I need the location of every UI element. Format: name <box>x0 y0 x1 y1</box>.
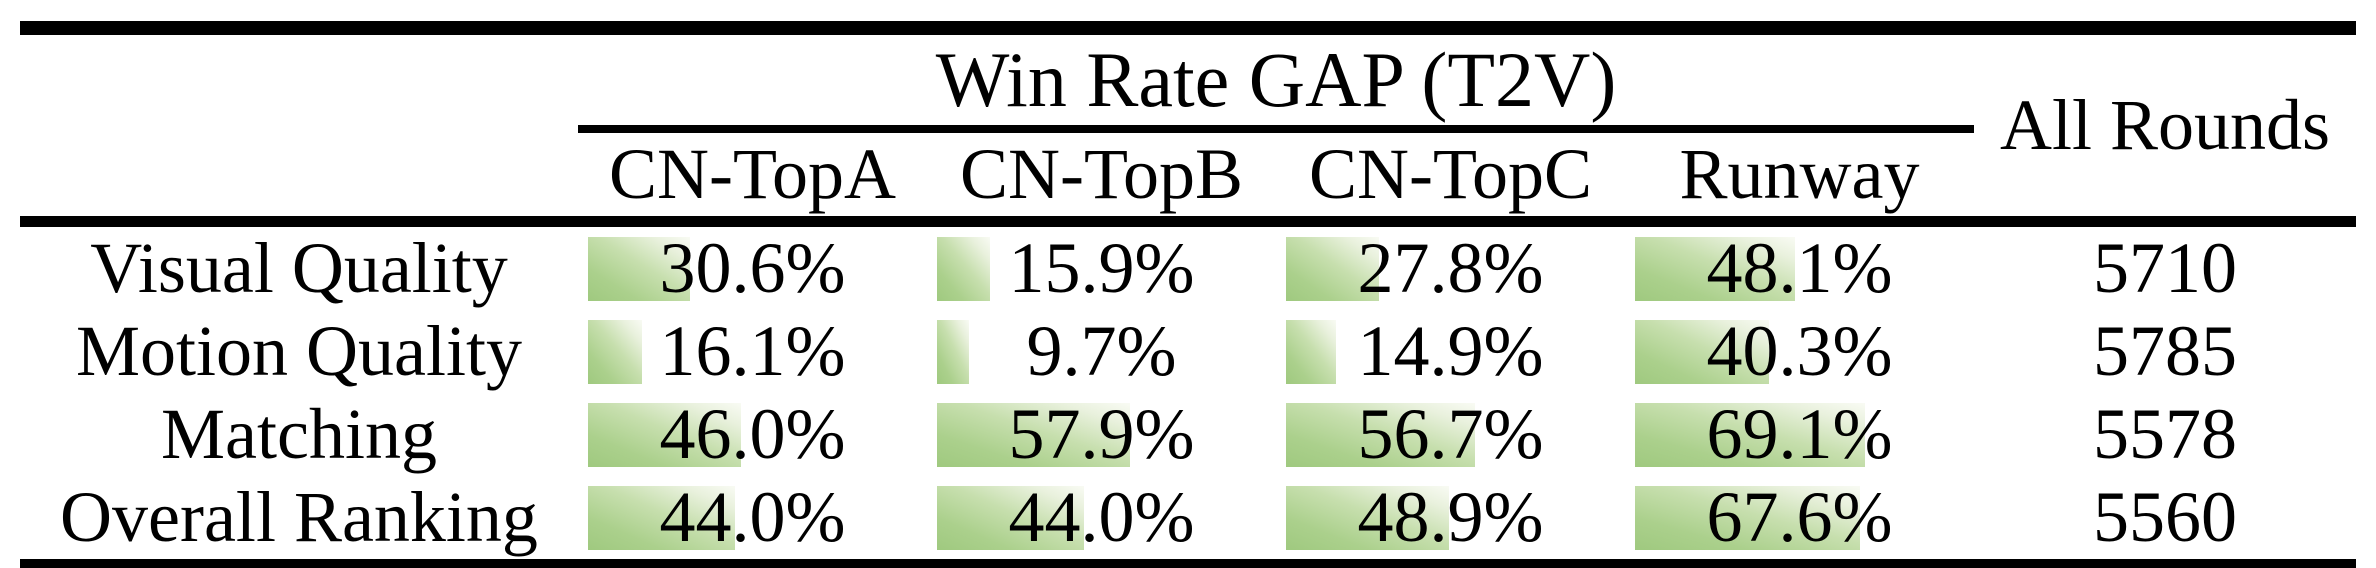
win-rate-value: 14.9% <box>1357 311 1544 391</box>
table-row-matching: Matching 46.0% 57.9% 56.7% 69.1% 5578 <box>20 393 2356 476</box>
win-rate-bar <box>1635 485 1861 550</box>
cell-visual-quality-all-rounds: 5710 <box>2093 228 2238 308</box>
cell-motion-quality-all-rounds: 5785 <box>2093 311 2238 391</box>
cell-matching-runway: 69.1% <box>1625 393 1974 476</box>
win-rate-value: 44.0% <box>1008 477 1195 557</box>
win-rate-bar <box>937 402 1130 467</box>
win-rate-bar <box>588 319 642 384</box>
win-rate-bar <box>588 236 690 301</box>
cell-overall-ranking-all-rounds: 5560 <box>2093 477 2238 557</box>
win-rate-bar <box>1635 236 1796 301</box>
win-rate-bar <box>937 485 1084 550</box>
row-label: Visual Quality <box>90 228 508 308</box>
win-rate-bar <box>588 402 742 467</box>
row-label: Matching <box>161 394 437 474</box>
group-header-row: Win Rate GAP (T2V) All Rounds <box>20 28 2357 227</box>
win-rate-value: 57.9% <box>1008 394 1195 474</box>
win-rate-value: 67.6% <box>1706 477 1893 557</box>
win-rate-value: 69.1% <box>1706 394 1893 474</box>
cell-overall-ranking-cn-topc: 48.9% <box>1276 476 1625 566</box>
column-header-runway: Runway <box>1625 129 1975 227</box>
cell-visual-quality-cn-topb: 15.9% <box>927 222 1276 311</box>
header-spacer-cell <box>20 28 578 227</box>
table-row-visual-quality: Visual Quality 30.6% 15.9% 27.8% 48.1% 5… <box>20 222 2356 311</box>
cell-visual-quality-runway: 48.1% <box>1625 222 1974 311</box>
win-rate-bar <box>1286 402 1475 467</box>
column-header-cn-topa: CN-TopA <box>578 129 927 227</box>
cell-motion-quality-cn-topb: 9.7% <box>927 310 1276 393</box>
cell-matching-all-rounds: 5578 <box>2093 394 2238 474</box>
cell-overall-ranking-cn-topb: 44.0% <box>927 476 1276 566</box>
win-rate-value: 44.0% <box>659 477 846 557</box>
column-header-row: CN-TopA CN-TopB CN-TopC Runway <box>20 129 2356 227</box>
win-rate-bar <box>1635 402 1866 467</box>
win-rate-value: 40.3% <box>1706 311 1893 391</box>
win-rate-bar <box>1286 236 1379 301</box>
cell-motion-quality-cn-topa: 16.1% <box>578 310 927 393</box>
table-row-overall-ranking: Overall Ranking 44.0% 44.0% 48.9% 67.6% … <box>20 476 2356 566</box>
win-rate-bar <box>588 485 735 550</box>
cell-overall-ranking-cn-topa: 44.0% <box>578 476 927 566</box>
group-header-win-rate-gap: Win Rate GAP (T2V) <box>578 28 1975 133</box>
win-rate-value: 48.9% <box>1357 477 1544 557</box>
cell-visual-quality-cn-topa: 30.6% <box>578 222 927 311</box>
cell-matching-cn-topa: 46.0% <box>578 393 927 476</box>
win-rate-bar <box>937 236 990 301</box>
cell-visual-quality-cn-topc: 27.8% <box>1276 222 1625 311</box>
win-rate-value: 9.7% <box>1026 311 1177 391</box>
win-rate-bar <box>1286 319 1336 384</box>
win-rate-bar <box>1286 485 1449 550</box>
column-header-all-rounds: All Rounds <box>1974 28 2357 227</box>
win-rate-value: 56.7% <box>1357 394 1544 474</box>
column-header-cn-topb: CN-TopB <box>927 129 1276 227</box>
win-rate-value: 16.1% <box>659 311 846 391</box>
win-rate-bar <box>1635 319 1770 384</box>
cell-matching-cn-topb: 57.9% <box>927 393 1276 476</box>
cell-motion-quality-runway: 40.3% <box>1625 310 1974 393</box>
win-rate-value: 48.1% <box>1706 228 1893 308</box>
win-rate-value: 46.0% <box>659 394 846 474</box>
cell-overall-ranking-runway: 67.6% <box>1625 476 1974 566</box>
win-rate-bar <box>937 319 970 384</box>
win-rate-value: 30.6% <box>659 228 846 308</box>
row-label: Overall Ranking <box>60 477 538 557</box>
column-header-cn-topc: CN-TopC <box>1276 129 1625 227</box>
win-rate-gap-table: Win Rate GAP (T2V) All Rounds CN-TopA CN… <box>20 21 2357 568</box>
table-row-motion-quality: Motion Quality 16.1% 9.7% 14.9% 40.3% 57… <box>20 310 2356 393</box>
cell-motion-quality-cn-topc: 14.9% <box>1276 310 1625 393</box>
cell-matching-cn-topc: 56.7% <box>1276 393 1625 476</box>
row-label: Motion Quality <box>76 311 522 391</box>
win-rate-value: 15.9% <box>1008 228 1195 308</box>
win-rate-value: 27.8% <box>1357 228 1544 308</box>
